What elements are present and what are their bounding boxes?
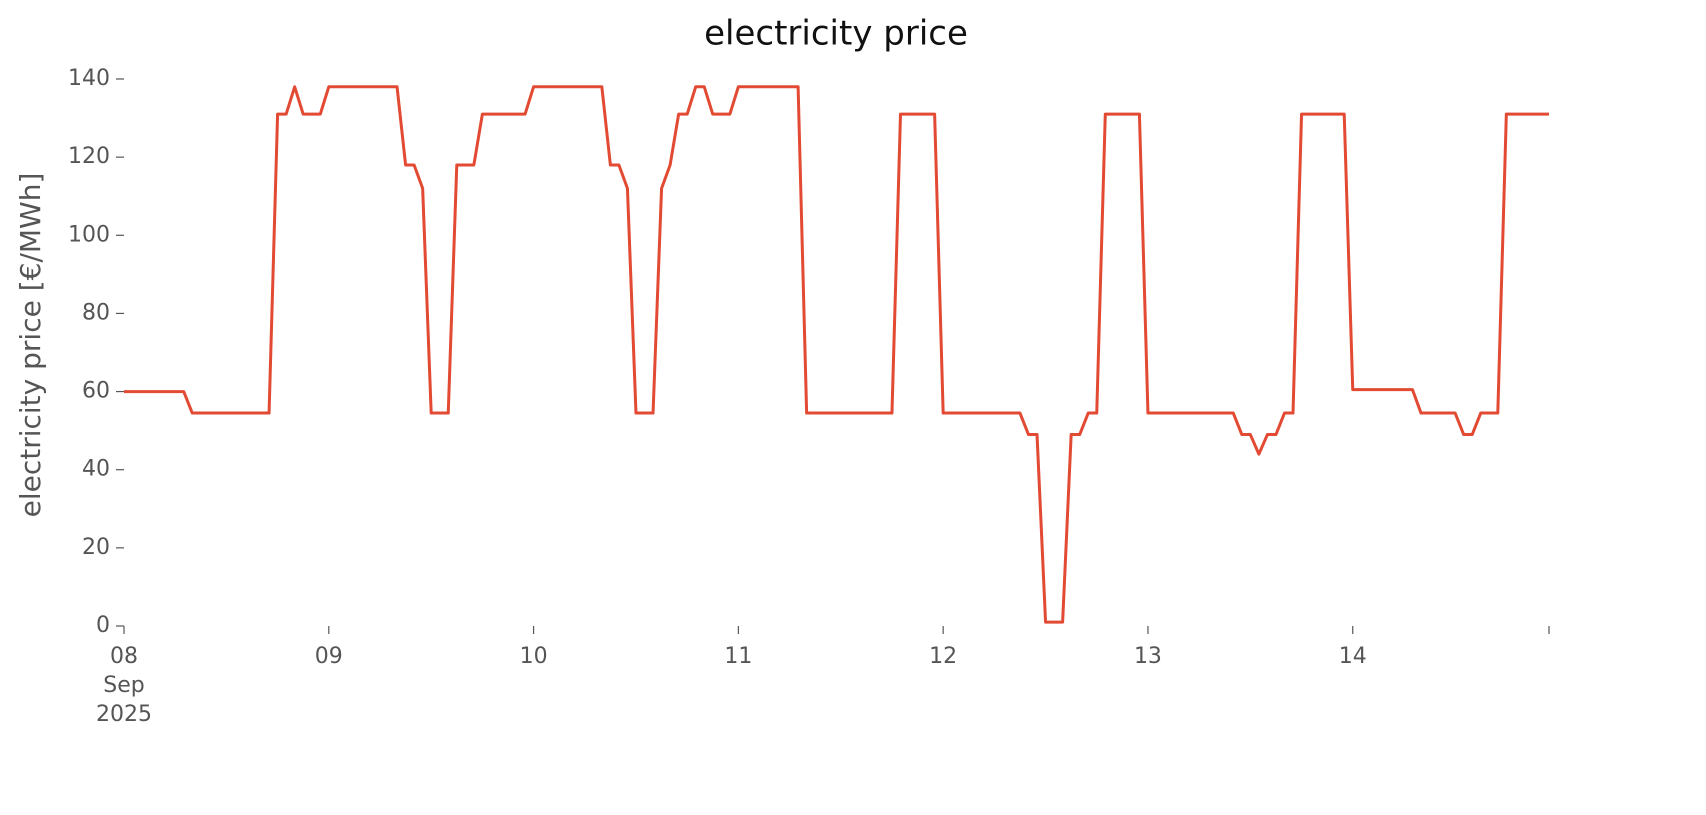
chart-title: electricity price <box>704 14 968 54</box>
y-tick-label: 40 <box>82 457 110 482</box>
y-tick-label: 140 <box>68 66 110 91</box>
price-line <box>124 85 1549 624</box>
y-axis-label: electricity price [€/MWh] <box>14 173 47 518</box>
x-tick-label: 08 Sep 2025 <box>96 644 152 727</box>
x-tick-label: 11 <box>724 644 752 669</box>
y-tick-label: 80 <box>82 300 110 325</box>
x-tick-label: 09 <box>315 644 343 669</box>
x-tick-label: 12 <box>929 644 957 669</box>
y-tick-label: 100 <box>68 222 110 247</box>
y-tick-label: 60 <box>82 379 110 404</box>
x-tick-label: 13 <box>1134 644 1162 669</box>
y-tick-label: 0 <box>96 613 110 638</box>
y-tick-label: 120 <box>68 144 110 169</box>
x-tick-label: 10 <box>520 644 548 669</box>
y-tick-label: 20 <box>82 535 110 560</box>
x-tick-label: 14 <box>1339 644 1367 669</box>
